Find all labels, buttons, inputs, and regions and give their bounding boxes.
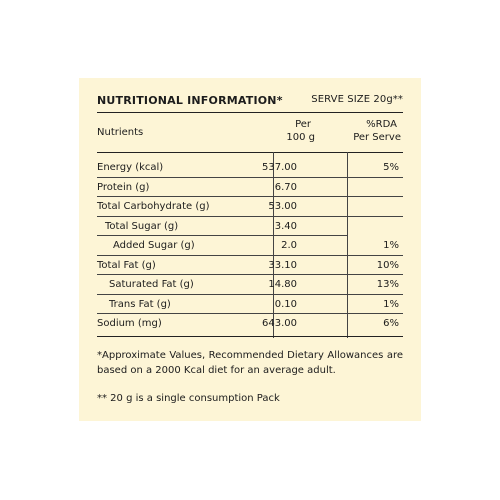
row-divider — [97, 215, 403, 217]
header-divider — [97, 112, 403, 113]
table-column-divider-right — [347, 152, 348, 338]
row-divider — [97, 293, 403, 295]
per-100g-value: 6.70 — [274, 181, 297, 193]
footnote-approximate-values: *Approximate Values, Recommended Dietary… — [97, 350, 403, 376]
per-100g-value: 2.0 — [281, 240, 297, 251]
panel-header: NUTRITIONAL INFORMATION* SERVE SIZE 20g*… — [97, 94, 403, 112]
nutrient-name: Added Sugar (g) — [113, 240, 195, 251]
nutrient-name: Total Carbohydrate (g) — [97, 201, 210, 212]
nutrient-name: Energy (kcal) — [97, 162, 164, 173]
nutrient-name: Saturated Fat (g) — [109, 279, 194, 290]
per-100g-value: 537.00 — [262, 162, 297, 173]
row-divider — [97, 313, 403, 314]
nutrition-panel: NUTRITIONAL INFORMATION* SERVE SIZE 20g*… — [79, 78, 421, 421]
per-100g-value: 0.10 — [274, 298, 297, 310]
table-row: Energy (kcal) 537.00 5% — [97, 158, 403, 178]
table-row: Protein (g) 6.70 — [97, 178, 403, 197]
serve-size-label: SERVE SIZE 20g** — [311, 94, 403, 105]
table-row: Total Sugar (g) 3.40 — [97, 217, 403, 236]
table-row: Added Sugar (g) 2.0 1% — [97, 236, 403, 256]
rda-column-header: %RDA Per Serve — [333, 118, 401, 144]
per-100g-value: 53.00 — [268, 201, 297, 212]
per-header-line1: Per — [295, 119, 311, 130]
per-100g-value: 14.80 — [268, 279, 297, 290]
table-row: Total Carbohydrate (g) 53.00 — [97, 197, 403, 217]
columns-divider — [97, 152, 403, 153]
nutrients-column-header: Nutrients — [97, 127, 144, 138]
rda-header-line1: %RDA — [366, 119, 397, 130]
table-column-divider-left — [273, 152, 274, 338]
panel-title: NUTRITIONAL INFORMATION* — [97, 94, 283, 107]
nutrient-name: Trans Fat (g) — [109, 298, 171, 310]
per-100g-value: 33.10 — [268, 259, 297, 271]
rda-value: 1% — [383, 298, 399, 310]
nutrient-name: Total Fat (g) — [97, 259, 156, 271]
nutrient-name: Protein (g) — [97, 181, 150, 193]
table-bottom-divider — [97, 336, 403, 337]
row-divider — [97, 176, 403, 178]
table-row: Saturated Fat (g) 14.80 13% — [97, 275, 403, 295]
table-row: Trans Fat (g) 0.10 1% — [97, 295, 403, 314]
row-divider — [97, 235, 347, 236]
rda-value: 10% — [376, 259, 399, 271]
row-divider — [97, 274, 403, 275]
rda-value: 1% — [383, 240, 399, 251]
rda-value: 13% — [376, 279, 399, 290]
per-100g-value: 643.00 — [262, 318, 297, 329]
per-100g-column-header: Per 100 g — [275, 118, 315, 144]
table-row: Total Fat (g) 33.10 10% — [97, 256, 403, 275]
row-divider — [97, 196, 403, 197]
table-row: Sodium (mg) 643.00 6% — [97, 314, 403, 334]
per-header-line2: 100 g — [286, 132, 315, 143]
rda-value: 6% — [383, 318, 399, 329]
row-divider — [97, 254, 403, 256]
nutrient-name: Sodium (mg) — [97, 318, 162, 329]
rda-header-line2: Per Serve — [353, 132, 401, 143]
nutrient-name: Total Sugar (g) — [105, 220, 179, 232]
rda-value: 5% — [383, 162, 399, 173]
per-100g-value: 3.40 — [274, 220, 297, 232]
footnote-serve-size: ** 20 g is a single consumption Pack — [97, 393, 280, 404]
